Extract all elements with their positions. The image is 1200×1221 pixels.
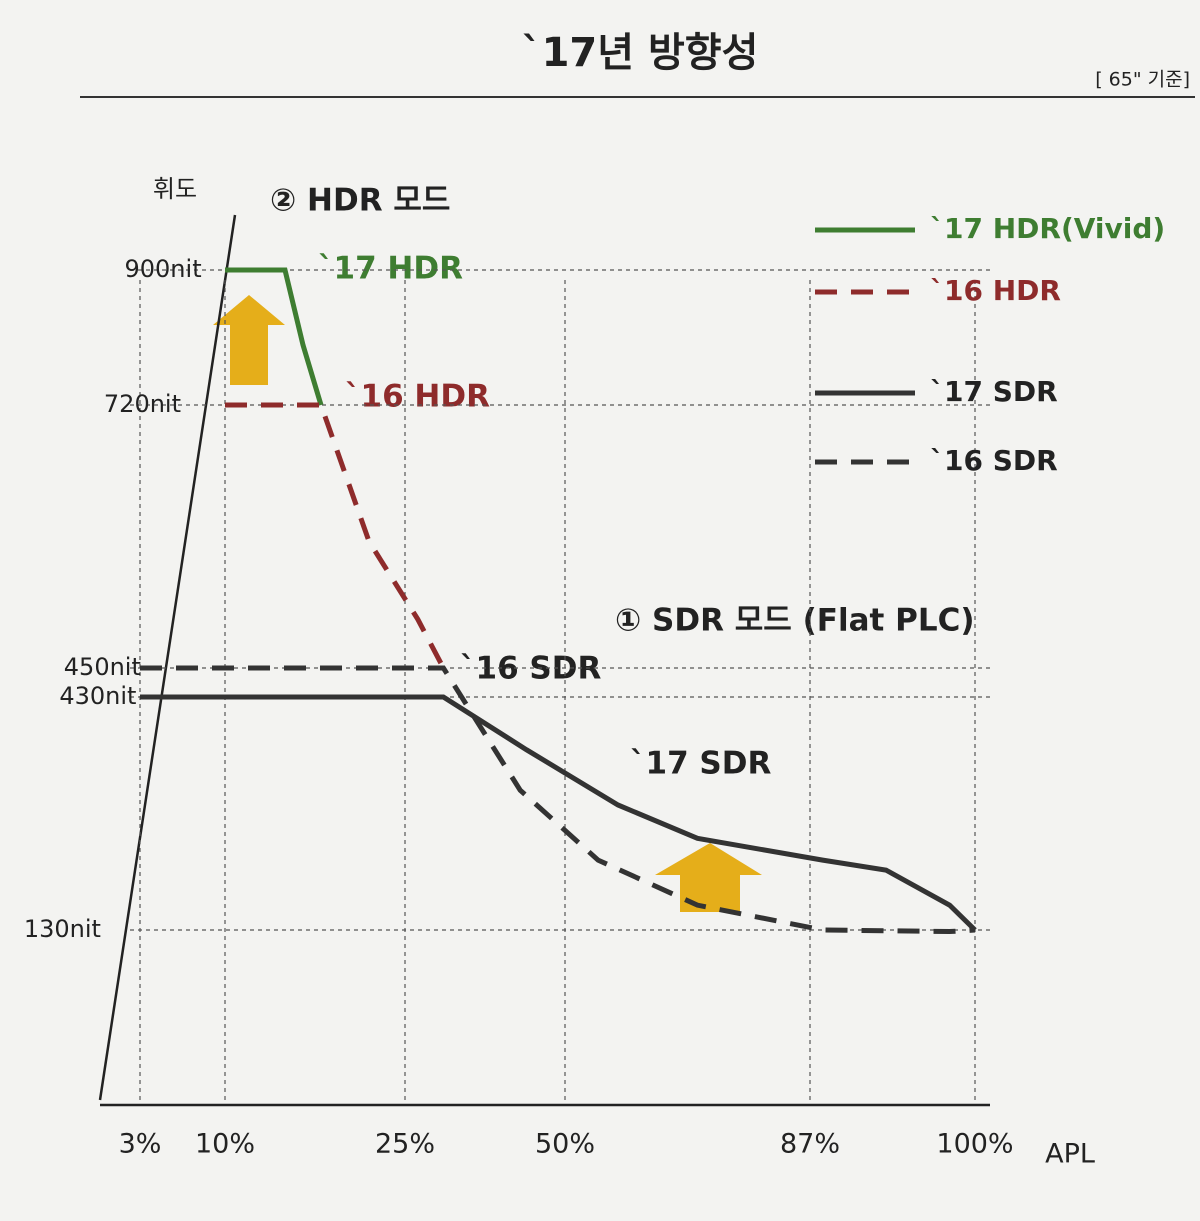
arrow-up bbox=[655, 843, 762, 912]
legend-label: `16 HDR bbox=[930, 274, 1061, 307]
legend-label: `16 SDR bbox=[930, 444, 1058, 477]
y-tick-label: 450nit bbox=[64, 653, 141, 681]
annotation: `17 HDR bbox=[318, 251, 463, 287]
x-tick-label: 25% bbox=[375, 1129, 435, 1160]
y-tick-label: 720nit bbox=[104, 390, 181, 418]
series-line bbox=[225, 402, 446, 670]
series-line bbox=[140, 665, 976, 935]
y-tick-label: 430nit bbox=[59, 682, 136, 710]
chart-title: `17년 방향성 bbox=[522, 30, 759, 76]
x-tick-label: 10% bbox=[195, 1129, 255, 1160]
annotation: ② HDR 모드 bbox=[270, 183, 450, 219]
x-axis-label: APL bbox=[1045, 1139, 1095, 1170]
y-axis bbox=[98, 214, 237, 1101]
series-line bbox=[225, 267, 324, 406]
arrow-up bbox=[213, 295, 285, 385]
legend-label: `17 HDR(Vivid) bbox=[930, 212, 1165, 245]
annotation: `16 HDR bbox=[345, 379, 490, 415]
series-line bbox=[140, 694, 977, 932]
y-tick-label: 900nit bbox=[125, 255, 202, 283]
x-tick-label: 50% bbox=[535, 1129, 595, 1160]
note: [ 65" 기준] bbox=[1095, 69, 1190, 91]
y-axis-label: 휘도 bbox=[153, 175, 197, 203]
x-tick-label: 87% bbox=[780, 1129, 840, 1160]
annotation: ① SDR 모드 (Flat PLC) bbox=[615, 603, 975, 639]
x-tick-label: 3% bbox=[119, 1129, 162, 1160]
y-tick-label: 130nit bbox=[24, 915, 101, 943]
legend-label: `17 SDR bbox=[930, 375, 1058, 408]
annotation: `17 SDR bbox=[630, 746, 771, 782]
x-tick-label: 100% bbox=[936, 1129, 1013, 1160]
